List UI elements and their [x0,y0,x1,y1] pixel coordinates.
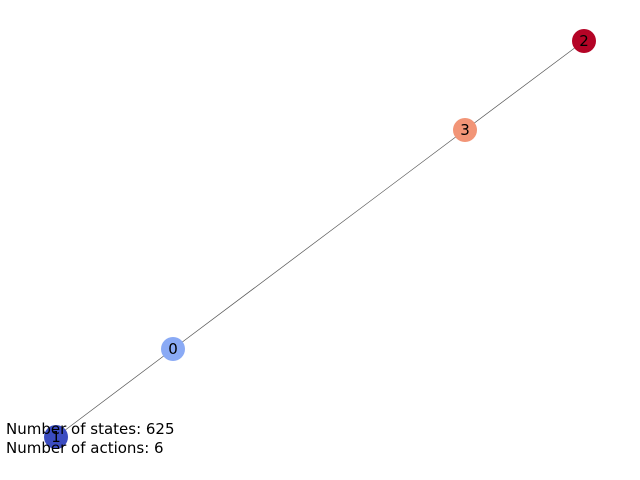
nodes-layer: 0 1 2 3 [44,29,596,449]
node-3: 3 [453,118,477,142]
node-circle-3 [453,118,477,142]
edge-3-2 [464,40,585,131]
edge-0-3 [172,129,466,350]
node-circle-0 [161,337,185,361]
info-text-block: Number of states: 625 Number of actions:… [6,420,175,457]
node-label-3: 3 [460,121,470,139]
node-label-1: 1 [51,428,61,446]
node-circle-1 [44,425,68,449]
number-of-actions-text: Number of actions: 6 [6,439,164,457]
node-label-2: 2 [579,32,589,50]
node-0: 0 [161,337,185,361]
node-1: 1 [44,425,68,449]
node-label-0: 0 [168,340,178,358]
node-circle-2 [572,29,596,53]
node-2: 2 [572,29,596,53]
edges-layer [55,40,585,438]
number-of-states-text: Number of states: 625 [6,420,175,438]
edge-1-0 [55,348,174,438]
